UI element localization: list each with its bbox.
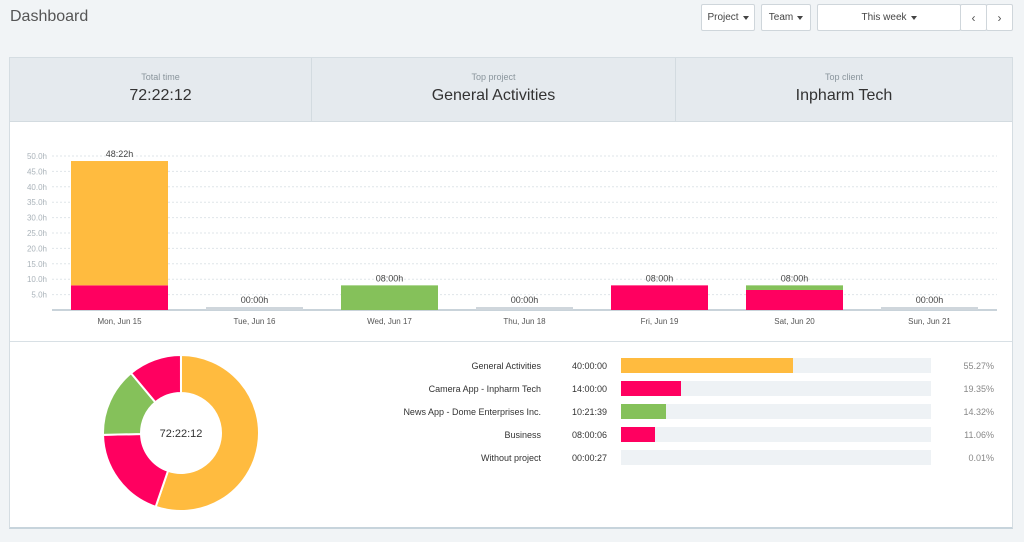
bar-total-label: 08:00h	[646, 273, 674, 283]
project-percent: 14.32%	[963, 407, 994, 417]
project-name: General Activities	[471, 361, 541, 371]
project-progress-track	[621, 358, 931, 373]
project-progress-fill	[621, 404, 666, 419]
bar-total-label: 00:00h	[916, 295, 944, 305]
project-name: News App - Dome Enterprises Inc.	[403, 407, 541, 417]
x-tick-label: Fri, Jun 19	[641, 317, 679, 326]
bar-empty	[881, 307, 978, 310]
y-tick-label: 50.0h	[27, 152, 47, 161]
team-filter-label: Team	[768, 12, 794, 23]
x-tick-label: Mon, Jun 15	[97, 317, 142, 326]
y-tick-label: 20.0h	[27, 244, 47, 253]
y-tick-label: 25.0h	[27, 229, 47, 238]
project-breakdown: 72:22:12 General Activities 40:00:00 55.27…	[10, 343, 1012, 528]
dashboard-panel: Total time 72:22:12 Top project General …	[9, 57, 1013, 529]
total-time-stat: Total time 72:22:12	[10, 58, 312, 122]
caret-down-icon	[910, 15, 917, 20]
bar-total-label: 08:00h	[376, 273, 404, 283]
donut-chart-svg: 72:22:12	[101, 353, 260, 512]
project-filter-label: Project	[707, 12, 739, 23]
stat-value: Inpharm Tech	[795, 87, 893, 104]
donut-center-label: 72:22:12	[160, 428, 203, 440]
x-tick-label: Sat, Jun 20	[774, 317, 815, 326]
project-time: 10:21:39	[572, 407, 608, 417]
y-tick-label: 30.0h	[27, 214, 47, 223]
project-progress-fill	[621, 358, 793, 373]
project-filter-button[interactable]: Project	[701, 4, 755, 31]
donut-slice	[129, 353, 182, 404]
project-time: 40:00:00	[572, 361, 608, 371]
y-tick-label: 15.0h	[27, 260, 47, 269]
top-client-stat: Top client Inpharm Tech	[676, 58, 1012, 122]
project-percent: 11.06%	[964, 430, 994, 440]
x-tick-label: Wed, Jun 17	[367, 317, 412, 326]
project-name: Camera App - Inpharm Tech	[428, 384, 541, 394]
project-progress-track	[621, 381, 931, 396]
x-tick-label: Tue, Jun 16	[234, 317, 277, 326]
bar-empty	[206, 307, 303, 310]
top-project-stat: Top project General Activities	[312, 58, 676, 122]
team-filter-button[interactable]: Team	[761, 4, 811, 31]
date-range-select[interactable]: This week	[817, 4, 961, 31]
project-progress-track	[621, 450, 931, 465]
y-tick-label: 10.0h	[27, 275, 47, 284]
stat-label: Total time	[141, 72, 180, 82]
project-percent: 0.01%	[968, 453, 994, 463]
header: Dashboard Project Team This week ‹ ›	[0, 0, 1024, 40]
summary-stats: Total time 72:22:12 Top project General …	[10, 58, 1012, 122]
project-progress-track	[621, 404, 931, 419]
y-tick-label: 40.0h	[27, 183, 47, 192]
project-time: 14:00:00	[572, 384, 608, 394]
bar-total-label: 00:00h	[241, 295, 269, 305]
page-title: Dashboard	[10, 8, 89, 25]
project-percent: 55.27%	[963, 361, 994, 371]
caret-down-icon	[742, 15, 749, 20]
caret-down-icon	[797, 15, 804, 20]
project-time: 08:00:06	[572, 430, 608, 440]
chevron-right-icon: ›	[997, 10, 1002, 25]
project-progress-fill	[621, 427, 656, 442]
date-range-label: This week	[861, 12, 907, 23]
next-period-button[interactable]: ›	[986, 4, 1013, 31]
bar-segment	[746, 285, 843, 290]
bar-segment	[341, 285, 438, 310]
project-name: Business	[504, 430, 541, 440]
bar-segment	[71, 161, 168, 286]
x-tick-label: Thu, Jun 18	[503, 317, 546, 326]
stat-value: 72:22:12	[129, 87, 192, 104]
bar-segment	[746, 289, 843, 310]
previous-period-button[interactable]: ‹	[960, 4, 987, 31]
y-tick-label: 35.0h	[27, 198, 47, 207]
project-percent: 19.35%	[963, 384, 994, 394]
donut-slice	[154, 353, 260, 512]
project-progress-fill	[621, 381, 682, 396]
project-progress-track	[621, 427, 931, 442]
y-tick-label: 45.0h	[27, 167, 47, 176]
bar-chart-svg: 5.0h 10.0h 15.0h 20.0h 25.0h 30.0h 35.0h 40.0h 4…	[27, 149, 997, 326]
stat-label: Top project	[471, 72, 516, 82]
bar-total-label: 00:00h	[511, 295, 539, 305]
donut-slice	[101, 432, 170, 509]
bar-empty	[476, 307, 573, 310]
stat-value: General Activities	[431, 87, 556, 104]
daily-bar-chart: 5.0h 10.0h 15.0h 20.0h 25.0h 30.0h 35.0h 40.0h 4…	[10, 122, 1012, 342]
stat-label: Top client	[824, 72, 864, 82]
bar-total-label: 08:00h	[781, 273, 809, 283]
y-tick-label: 5.0h	[31, 291, 47, 300]
project-name: Without project	[480, 453, 541, 463]
project-time: 00:00:27	[572, 453, 608, 463]
chevron-left-icon: ‹	[971, 10, 976, 25]
bar-total-label: 48:22h	[106, 149, 134, 159]
x-tick-label: Sun, Jun 21	[908, 317, 951, 326]
bar-segment	[611, 285, 708, 310]
bar-segment	[71, 285, 168, 310]
